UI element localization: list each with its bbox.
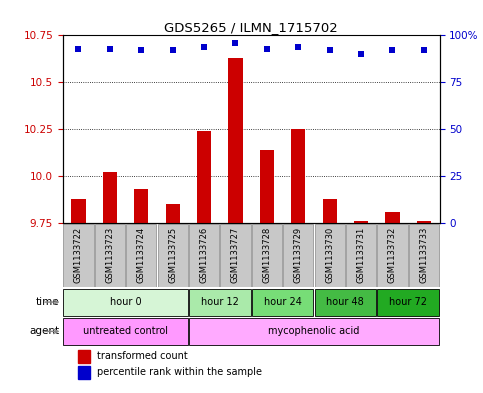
FancyBboxPatch shape (63, 318, 188, 345)
Bar (260, 150, 274, 223)
FancyBboxPatch shape (377, 288, 439, 316)
Point (169, 47, 177, 53)
Bar (197, 131, 211, 223)
Text: mycophenolic acid: mycophenolic acid (268, 326, 360, 336)
FancyBboxPatch shape (283, 224, 313, 287)
Text: GSM1133722: GSM1133722 (74, 227, 83, 283)
Bar (103, 172, 117, 223)
Point (106, 45, 114, 51)
Text: GSM1133723: GSM1133723 (105, 227, 114, 283)
Bar (354, 221, 368, 223)
FancyBboxPatch shape (220, 224, 251, 287)
Text: hour 0: hour 0 (110, 297, 142, 307)
Text: GSM1133726: GSM1133726 (199, 227, 209, 283)
FancyBboxPatch shape (252, 288, 313, 316)
Bar (385, 212, 399, 223)
Bar (71, 198, 85, 223)
FancyBboxPatch shape (63, 224, 94, 287)
Point (74, 45, 82, 51)
Point (389, 47, 397, 53)
FancyBboxPatch shape (189, 224, 219, 287)
Text: GSM1133732: GSM1133732 (388, 227, 397, 283)
FancyBboxPatch shape (189, 318, 439, 345)
Point (420, 47, 428, 53)
Bar (78, 366, 90, 379)
Point (357, 51, 365, 57)
FancyBboxPatch shape (95, 224, 125, 287)
FancyBboxPatch shape (409, 224, 439, 287)
FancyBboxPatch shape (189, 288, 251, 316)
FancyBboxPatch shape (126, 224, 156, 287)
Bar (134, 189, 148, 223)
Text: percentile rank within the sample: percentile rank within the sample (97, 367, 262, 377)
Text: hour 24: hour 24 (264, 297, 301, 307)
Bar (417, 221, 431, 223)
Bar (166, 204, 180, 223)
Text: GSM1133728: GSM1133728 (262, 227, 271, 283)
Text: transformed count: transformed count (97, 351, 187, 361)
Title: GDS5265 / ILMN_1715702: GDS5265 / ILMN_1715702 (164, 21, 338, 34)
Text: GSM1133725: GSM1133725 (168, 227, 177, 283)
Text: hour 12: hour 12 (201, 297, 239, 307)
Point (232, 40, 240, 46)
Text: agent: agent (29, 326, 59, 336)
FancyBboxPatch shape (377, 224, 408, 287)
Bar (323, 198, 337, 223)
Text: GSM1133731: GSM1133731 (356, 227, 366, 283)
Text: GSM1133729: GSM1133729 (294, 227, 303, 283)
Text: GSM1133730: GSM1133730 (325, 227, 334, 283)
Text: hour 48: hour 48 (327, 297, 364, 307)
Bar (228, 58, 242, 223)
Bar (78, 349, 90, 363)
Point (138, 47, 145, 53)
Point (295, 44, 302, 50)
Point (263, 45, 271, 51)
Text: GSM1133733: GSM1133733 (419, 227, 428, 283)
Text: untreated control: untreated control (83, 326, 168, 336)
Text: GSM1133727: GSM1133727 (231, 227, 240, 283)
Point (326, 47, 333, 53)
Bar (291, 129, 305, 223)
Text: time: time (35, 297, 59, 307)
Text: GSM1133724: GSM1133724 (137, 227, 146, 283)
FancyBboxPatch shape (314, 224, 345, 287)
FancyBboxPatch shape (157, 224, 188, 287)
Point (200, 44, 208, 50)
FancyBboxPatch shape (346, 224, 376, 287)
Text: hour 72: hour 72 (389, 297, 427, 307)
FancyBboxPatch shape (252, 224, 282, 287)
FancyBboxPatch shape (314, 288, 376, 316)
FancyBboxPatch shape (63, 288, 188, 316)
